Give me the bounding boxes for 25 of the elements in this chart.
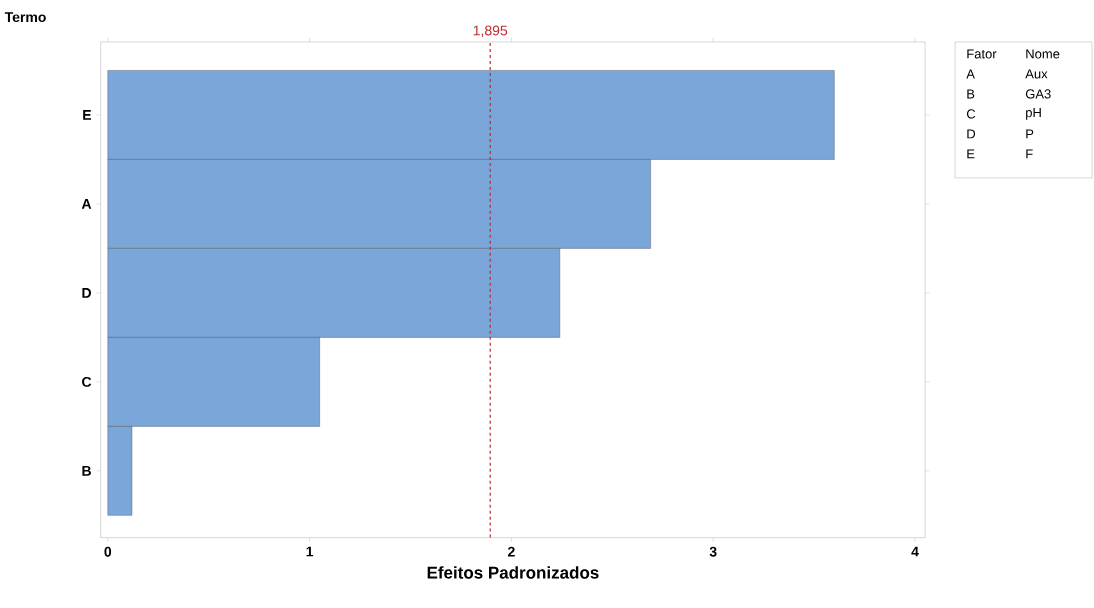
- y-axis-title: Termo: [4, 12, 46, 23]
- text: E: [967, 149, 975, 159]
- text: Fator: [967, 49, 997, 59]
- y-tick-label: C: [82, 377, 92, 388]
- x-tick-label: 3: [709, 546, 717, 557]
- y-tick-label: A: [81, 199, 92, 209]
- x-tick-label: 2: [508, 546, 515, 557]
- y-tick-label: D: [82, 288, 91, 298]
- y-tick-label: B: [82, 466, 91, 476]
- x-axis-title: Efeitos Padronizados: [427, 566, 599, 579]
- text: D: [967, 129, 976, 139]
- text: A: [966, 69, 975, 79]
- x-tick-label: 1: [306, 546, 314, 557]
- text: pH: [1026, 108, 1041, 120]
- text: C: [966, 109, 976, 119]
- text: P: [1026, 129, 1034, 139]
- ref-line-label: 1,895: [473, 25, 508, 38]
- x-tick-label: 0: [104, 546, 112, 557]
- text: Nome: [1026, 49, 1060, 59]
- x-tick-label: 4: [911, 546, 919, 557]
- text: B: [967, 89, 975, 99]
- text: F: [1026, 149, 1033, 159]
- y-tick-label: E: [83, 110, 92, 120]
- text: Aux: [1025, 69, 1048, 79]
- text: GA3: [1025, 89, 1051, 99]
